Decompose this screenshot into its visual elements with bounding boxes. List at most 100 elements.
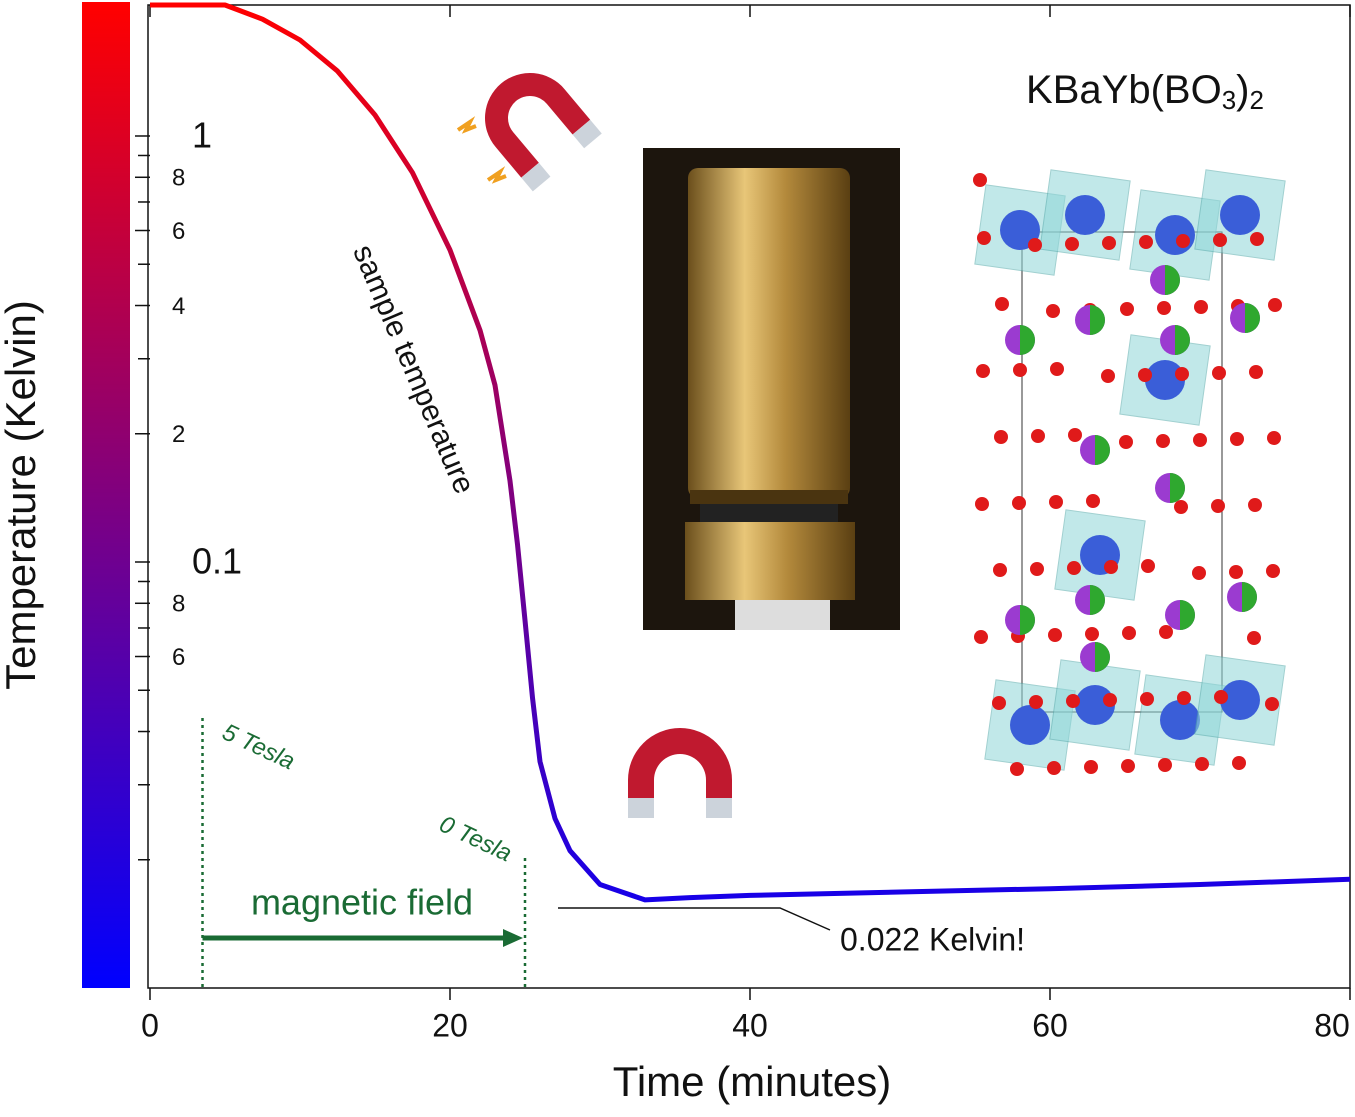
o-atom bbox=[1250, 232, 1264, 246]
o-atom bbox=[1158, 758, 1172, 772]
plot-frame bbox=[147, 4, 1351, 989]
x-tick-label: 40 bbox=[732, 1007, 768, 1043]
o-atom bbox=[1214, 690, 1228, 704]
field-end-label: 0 Tesla bbox=[435, 811, 516, 868]
o-atom bbox=[1086, 494, 1100, 508]
field-start-label: 5 Tesla bbox=[218, 719, 299, 776]
o-atom bbox=[994, 430, 1008, 444]
y-tick-label: 2 bbox=[172, 421, 185, 448]
o-atom bbox=[1101, 369, 1115, 383]
x-tick-label: 0 bbox=[141, 1007, 159, 1043]
o-atom bbox=[1066, 694, 1080, 708]
yb-atom bbox=[1220, 680, 1260, 720]
k-ba-atom-half bbox=[1165, 265, 1180, 295]
o-atom bbox=[1029, 695, 1043, 709]
o-atom bbox=[1012, 496, 1026, 510]
formula-part: ) bbox=[1236, 68, 1249, 112]
k-ba-atom-half bbox=[1175, 325, 1190, 355]
photo bbox=[643, 148, 900, 630]
k-ba-atom-half bbox=[1020, 325, 1035, 355]
o-atom bbox=[1159, 625, 1173, 639]
o-atom bbox=[1010, 762, 1024, 776]
o-atom bbox=[1192, 566, 1206, 580]
o-atom bbox=[1103, 693, 1117, 707]
o-atom bbox=[1265, 697, 1279, 711]
k-ba-atom-half bbox=[1245, 303, 1260, 333]
o-atom bbox=[1048, 628, 1062, 642]
field-arrowhead bbox=[503, 929, 523, 947]
y-tick-label: 6 bbox=[172, 218, 185, 245]
k-ba-atom-half bbox=[1020, 605, 1035, 635]
magnet-icon bbox=[628, 728, 732, 818]
o-atom bbox=[1049, 495, 1063, 509]
k-ba-atom-half bbox=[1180, 600, 1195, 630]
o-atom bbox=[1229, 565, 1243, 579]
o-atom bbox=[1084, 760, 1098, 774]
k-ba-atom-half bbox=[1242, 582, 1257, 612]
formula-part: 2 bbox=[1249, 85, 1263, 115]
o-atom bbox=[1248, 498, 1262, 512]
x-tick-label: 80 bbox=[1314, 1007, 1350, 1043]
o-atom bbox=[993, 563, 1007, 577]
k-ba-atom-half bbox=[1090, 585, 1105, 615]
o-atom bbox=[1013, 363, 1027, 377]
o-atom bbox=[1102, 236, 1116, 250]
o-atom bbox=[1195, 757, 1209, 771]
o-atom bbox=[1175, 367, 1189, 381]
o-atom bbox=[1030, 562, 1044, 576]
y-tick-label: 0.1 bbox=[192, 541, 242, 582]
o-atom bbox=[1176, 234, 1190, 248]
k-ba-atom-half bbox=[1170, 473, 1185, 503]
spark-icon bbox=[486, 166, 507, 184]
x-tick-label: 60 bbox=[1032, 1007, 1068, 1043]
x-axis-label: Time (minutes) bbox=[613, 1058, 891, 1105]
yb-atom bbox=[1065, 195, 1105, 235]
o-atom bbox=[973, 173, 987, 187]
o-atom bbox=[1050, 362, 1064, 376]
o-atom bbox=[1031, 429, 1045, 443]
o-atom bbox=[1177, 691, 1191, 705]
o-atom bbox=[977, 231, 991, 245]
o-atom bbox=[974, 630, 988, 644]
yb-atom bbox=[1155, 215, 1195, 255]
minimum-label: 0.022 Kelvin! bbox=[840, 921, 1025, 957]
x-tick-label: 20 bbox=[432, 1007, 468, 1043]
yb-atom bbox=[1010, 705, 1050, 745]
o-atom bbox=[976, 364, 990, 378]
o-atom bbox=[1067, 561, 1081, 575]
o-atom bbox=[1268, 298, 1282, 312]
y-axis-label: Temperature (Kelvin) bbox=[0, 300, 44, 690]
formula-part: KBaYb(BO bbox=[1026, 68, 1222, 112]
o-atom bbox=[1247, 631, 1261, 645]
o-atom bbox=[1138, 368, 1152, 382]
y-tick-label: 1 bbox=[192, 115, 212, 156]
pointer-line bbox=[558, 907, 831, 931]
o-atom bbox=[1047, 761, 1061, 775]
y-tick-label: 4 bbox=[172, 293, 185, 320]
o-atom bbox=[992, 696, 1006, 710]
field-label: magnetic field bbox=[251, 882, 473, 923]
o-atom bbox=[1194, 300, 1208, 314]
crystal-structure bbox=[973, 169, 1286, 776]
o-atom bbox=[1046, 304, 1060, 318]
k-ba-atom-half bbox=[1095, 435, 1110, 465]
o-atom bbox=[1156, 434, 1170, 448]
o-atom bbox=[995, 297, 1009, 311]
o-atom bbox=[1140, 692, 1154, 706]
temperature-line bbox=[150, 2, 1351, 903]
formula-part: 3 bbox=[1222, 85, 1236, 115]
o-atom bbox=[1121, 759, 1135, 773]
yb-atom bbox=[1220, 195, 1260, 235]
yb-atom bbox=[1145, 360, 1185, 400]
o-atom bbox=[1249, 365, 1263, 379]
spark-icon bbox=[456, 116, 477, 134]
o-atom bbox=[975, 497, 989, 511]
yb-atom bbox=[1160, 700, 1200, 740]
yb-atom bbox=[1075, 685, 1115, 725]
o-atom bbox=[1212, 366, 1226, 380]
o-atom bbox=[1193, 433, 1207, 447]
o-atom bbox=[1139, 235, 1153, 249]
o-atom bbox=[1068, 428, 1082, 442]
o-atom bbox=[1157, 301, 1171, 315]
